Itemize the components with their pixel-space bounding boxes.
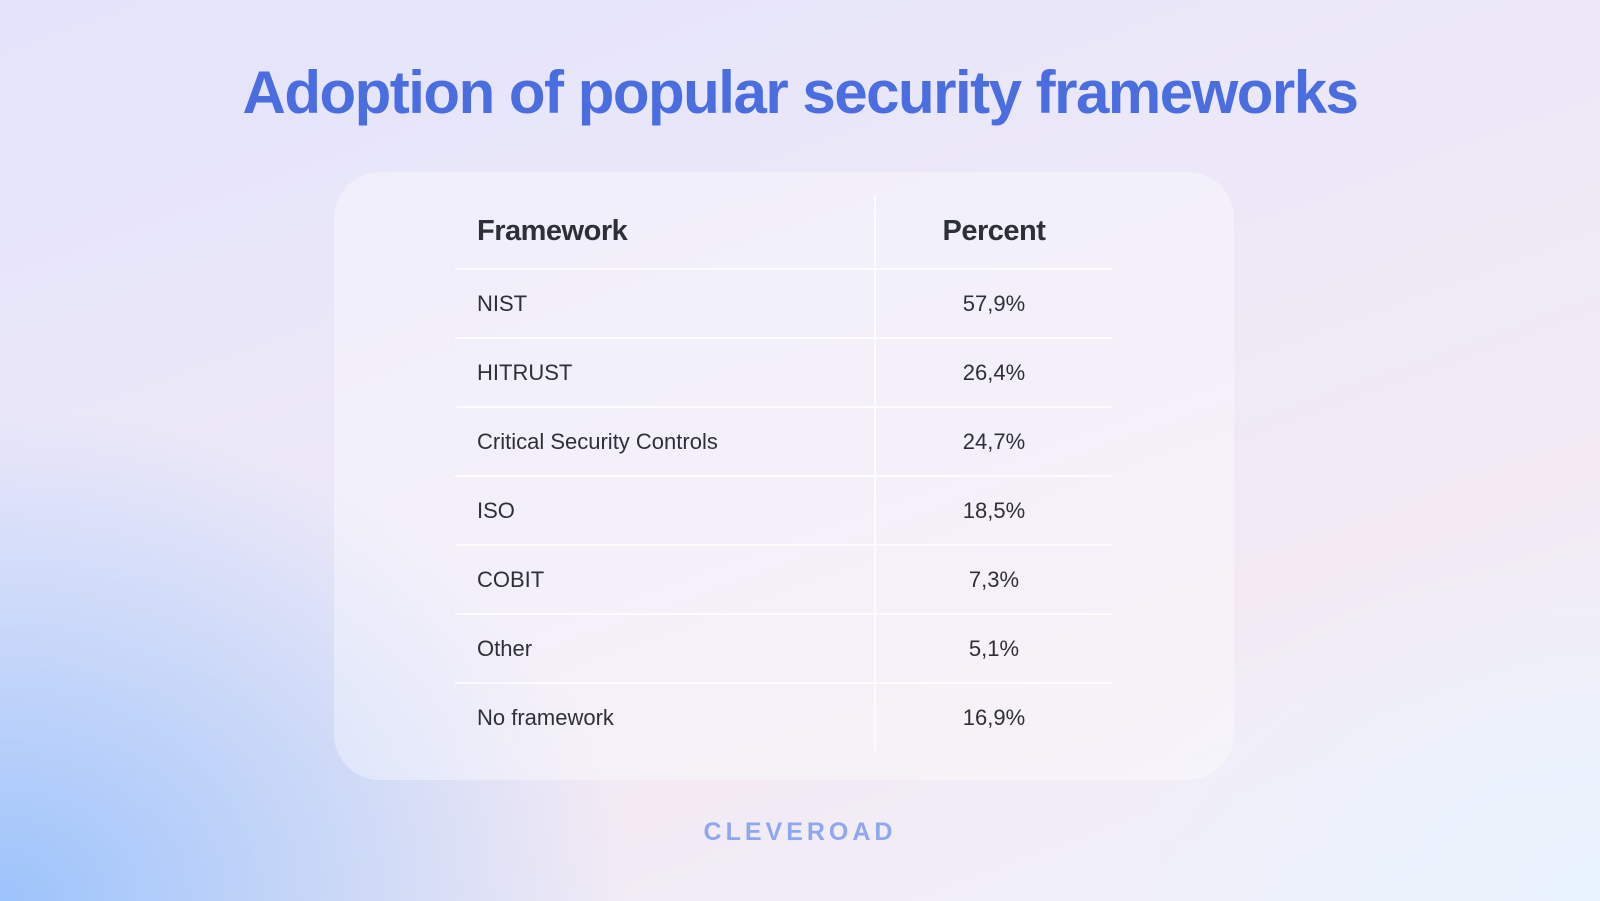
- percent-cell: 24,7%: [874, 406, 1112, 476]
- percent-cell: 7,3%: [874, 544, 1112, 614]
- framework-cell: NIST: [455, 268, 875, 338]
- framework-cell: ISO: [455, 475, 875, 545]
- table-row: HITRUST 26,4%: [455, 337, 1112, 407]
- percent-cell: 18,5%: [874, 475, 1112, 545]
- table-row: No framework 16,9%: [455, 682, 1112, 751]
- percent-cell: 26,4%: [874, 337, 1112, 407]
- table-card: Framework Percent NIST 57,9% HITRUST 26,…: [334, 172, 1234, 780]
- table-header-row: Framework Percent: [455, 195, 1112, 269]
- percent-cell: 16,9%: [874, 682, 1112, 751]
- framework-cell: Other: [455, 613, 875, 683]
- column-header-percent: Percent: [874, 195, 1112, 269]
- framework-cell: Critical Security Controls: [455, 406, 875, 476]
- framework-cell: No framework: [455, 682, 875, 751]
- table-row: Other 5,1%: [455, 613, 1112, 683]
- percent-cell: 57,9%: [874, 268, 1112, 338]
- table-row: COBIT 7,3%: [455, 544, 1112, 614]
- column-header-framework: Framework: [477, 215, 628, 247]
- frameworks-table: Framework Percent NIST 57,9% HITRUST 26,…: [455, 195, 1112, 751]
- framework-cell: HITRUST: [455, 337, 875, 407]
- cleveroad-logo: CLEVEROAD: [703, 818, 897, 846]
- page-title: Adoption of popular security frameworks: [242, 59, 1360, 126]
- table-row: NIST 57,9%: [455, 268, 1112, 338]
- table-row: Critical Security Controls 24,7%: [455, 406, 1112, 476]
- percent-cell: 5,1%: [874, 613, 1112, 683]
- framework-cell: COBIT: [455, 544, 875, 614]
- table-row: ISO 18,5%: [455, 475, 1112, 545]
